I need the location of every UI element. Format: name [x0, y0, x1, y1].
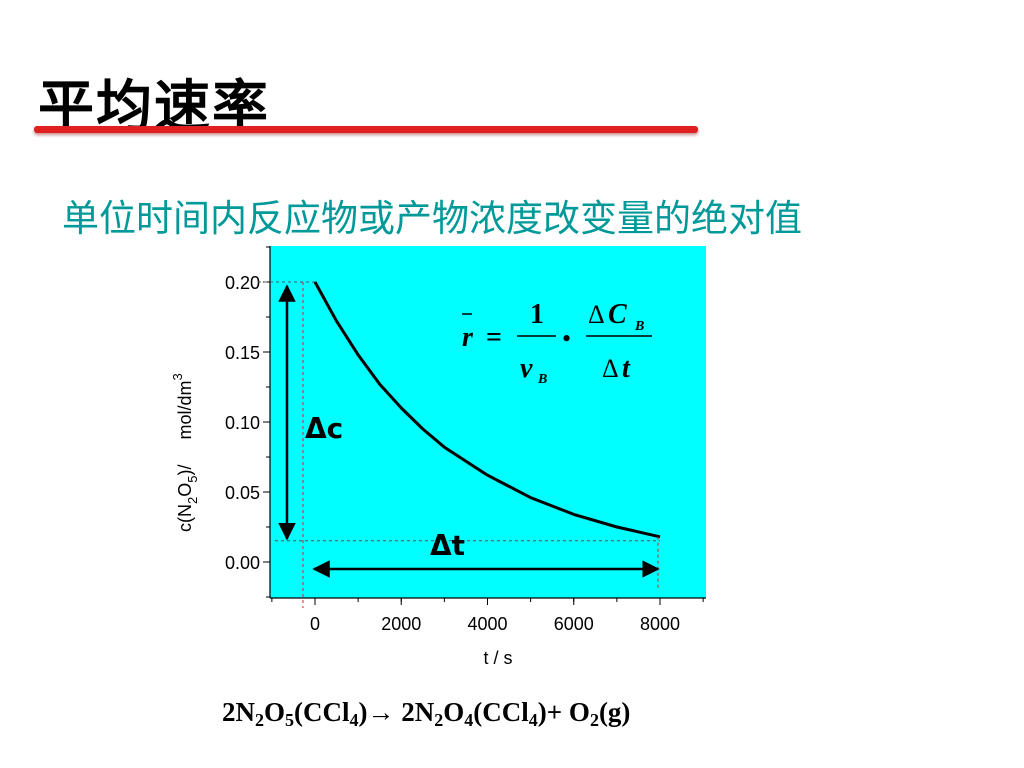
- y-tick-label: 0.20: [225, 273, 260, 293]
- x-tick-label: 4000: [467, 614, 507, 634]
- reaction-arrow: →: [367, 697, 395, 727]
- formula-delta-bottom: Δ: [602, 354, 619, 383]
- delta-t-label: Δt: [430, 529, 465, 562]
- delta-c-label: Δc: [305, 412, 343, 445]
- y-tick-label: 0.05: [225, 483, 260, 503]
- reaction-lhs: 2N2O5(CCl4): [222, 697, 368, 730]
- reaction-rhs2: O2(g): [568, 697, 631, 730]
- formula-c-sub: B: [634, 319, 644, 334]
- formula-nu-sub: B: [537, 372, 547, 387]
- y-tick-label: 0.10: [225, 413, 260, 433]
- concentration-curve: [313, 281, 661, 539]
- y-axis-label: c(N2O5)/ mol/dm3: [170, 373, 200, 532]
- x-tick-label: 6000: [554, 614, 594, 634]
- title-underline: [34, 126, 698, 133]
- formula-t: t: [622, 353, 631, 384]
- reaction-rhs1: 2N2O4(CCl4): [394, 697, 547, 730]
- x-tick-label: 8000: [640, 614, 680, 634]
- formula-c: C: [608, 299, 627, 330]
- x-tick-label: 0: [310, 614, 320, 634]
- reaction-equation: 2N2O5(CCl4)→ 2N2O4(CCl4)+ O2(g): [222, 697, 631, 730]
- y-tick-label: 0.00: [225, 553, 260, 573]
- x-axis-label: t / s: [483, 648, 512, 668]
- y-tick-label: 0.15: [225, 343, 260, 363]
- formula-delta-top: Δ: [588, 300, 605, 329]
- formula-dot: •: [562, 324, 571, 353]
- formula-one: 1: [530, 299, 544, 330]
- plot-area: [270, 246, 706, 598]
- formula-nu: ν: [520, 353, 533, 384]
- x-tick-label: 2000: [381, 614, 421, 634]
- formula-r: r: [462, 322, 474, 353]
- formula-eq: =: [486, 322, 502, 353]
- slide-subtitle: 单位时间内反应物或产物浓度改变量的绝对值: [62, 197, 802, 240]
- reaction-plus: +: [546, 697, 569, 727]
